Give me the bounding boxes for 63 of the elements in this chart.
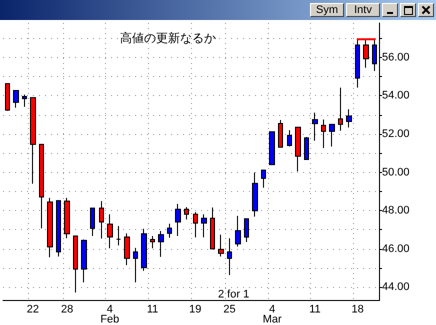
y-tick-label: 56.00 — [382, 51, 410, 64]
x-tick-label: 4 Mar — [262, 304, 282, 325]
candlestick — [47, 197, 53, 258]
candlestick — [184, 206, 189, 220]
candlestick — [287, 130, 292, 147]
candlestick — [30, 97, 36, 184]
candlestick — [56, 200, 61, 257]
candlestick — [90, 208, 95, 237]
y-tick-label: 48.00 — [382, 204, 410, 217]
candlestick — [141, 228, 147, 272]
x-tick-label: 25 — [223, 304, 236, 316]
sym-button: Sym — [310, 3, 344, 17]
candlestick — [329, 124, 335, 147]
candlestick — [295, 126, 301, 172]
x-tick-label: 28 — [60, 304, 74, 316]
candlestick — [227, 238, 232, 276]
candlestick — [355, 40, 360, 88]
candlestick — [39, 144, 44, 229]
candlestick — [124, 232, 130, 266]
annotation: 2 for 1 — [218, 288, 250, 300]
x-tick-label: 11 — [146, 304, 158, 316]
candlestick — [158, 230, 164, 258]
candlestick — [235, 215, 241, 248]
candlestick — [133, 247, 138, 283]
y-tick-label: 50.00 — [382, 166, 410, 178]
x-tick-label: 19 — [189, 304, 202, 316]
candlestick — [261, 170, 266, 188]
candlestick — [304, 136, 309, 160]
y-tick-label: 52.00 — [382, 128, 410, 140]
y-tick-label: 46.00 — [382, 242, 410, 255]
candlestick — [201, 214, 207, 238]
candlestick — [175, 203, 181, 237]
candlestick — [73, 236, 78, 293]
candlestick — [5, 83, 10, 112]
x-tick-label: 18 — [352, 304, 364, 316]
candlestick — [116, 226, 121, 246]
y-tick-label: 54.00 — [382, 90, 410, 102]
candlestick — [269, 131, 275, 166]
intv-button: Intv — [346, 3, 380, 17]
candlestick — [218, 234, 224, 257]
candlestick — [167, 223, 172, 238]
candlestick — [193, 212, 198, 238]
candlestick — [338, 87, 343, 132]
candlestick — [64, 197, 70, 239]
candlestick — [99, 200, 104, 240]
candlestick — [244, 218, 249, 242]
x-tick-label: 22 — [26, 304, 40, 316]
y-tick-label: 44.00 — [382, 281, 410, 294]
candlestick — [372, 40, 377, 72]
annotation: 高値の更新なるか — [120, 31, 216, 45]
candlestick — [107, 214, 113, 249]
candlestick — [278, 120, 283, 148]
candlestick — [252, 172, 258, 218]
candlestick — [22, 94, 27, 108]
candlestick — [81, 238, 87, 283]
candlestick — [346, 108, 352, 128]
candlestick — [321, 118, 326, 149]
candlestick — [210, 206, 215, 250]
x-tick-label: 11 — [309, 304, 321, 316]
x-tick-label: 4 Feb — [100, 304, 120, 325]
candlestick — [312, 112, 318, 142]
candlestick — [13, 90, 19, 108]
candlestick — [150, 236, 155, 249]
